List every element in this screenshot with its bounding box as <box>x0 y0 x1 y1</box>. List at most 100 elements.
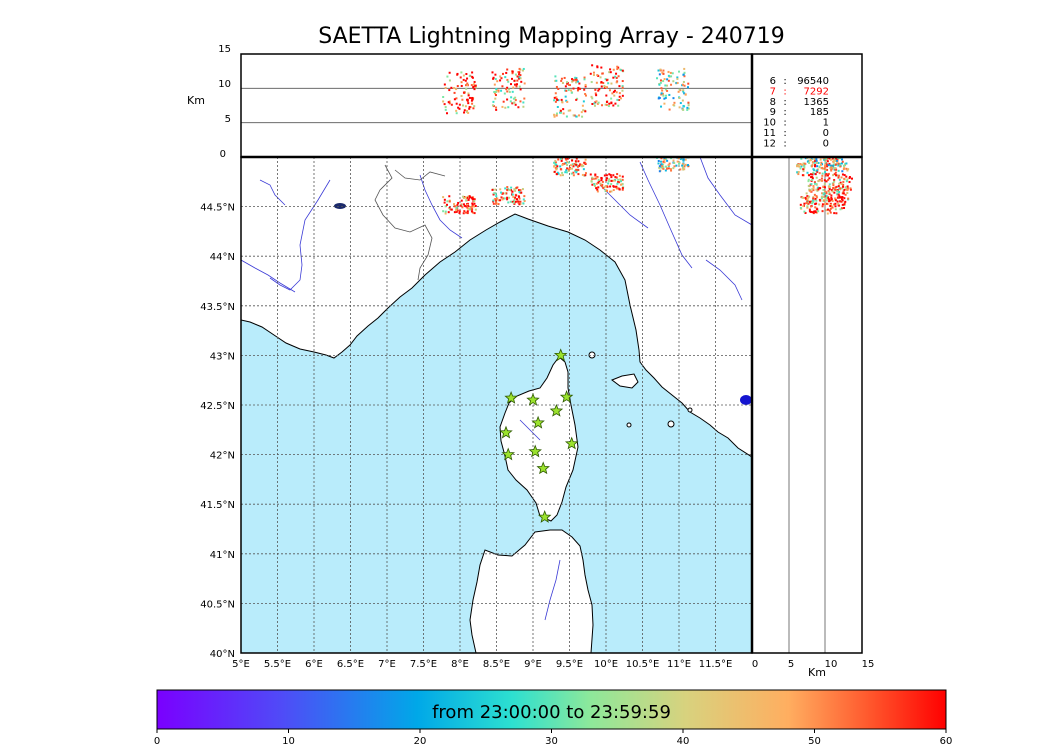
colorbar-ticks: 0 10 20 30 40 50 60 <box>154 729 952 747</box>
colorbar-tick-label: 40 <box>677 736 690 747</box>
lightning-source-altitude <box>455 102 458 105</box>
lightning-source-altitude <box>514 73 517 76</box>
lightning-source-map <box>596 190 599 193</box>
lightning-source-altitude <box>465 73 468 76</box>
lightning-source-map <box>574 160 577 163</box>
lightning-source-map <box>616 173 619 176</box>
lightning-source-map <box>515 198 518 201</box>
lightning-source-right <box>828 191 831 194</box>
lightning-source-map <box>663 158 666 161</box>
lightning-source-altitude <box>682 80 685 83</box>
lightning-source-right <box>838 196 841 199</box>
lightning-source-right <box>838 190 841 193</box>
lightning-source-altitude <box>470 99 473 102</box>
lightning-source-altitude <box>584 94 587 97</box>
lightning-source-altitude <box>518 76 521 79</box>
lightning-source-map <box>494 199 497 202</box>
lightning-source-map <box>604 190 607 193</box>
station-count-colon: : <box>783 107 786 118</box>
lightning-source-map <box>521 188 524 191</box>
station-count-stations: 7 <box>770 86 776 97</box>
lightning-source-right <box>826 165 829 168</box>
lightning-source-altitude <box>506 68 509 71</box>
lightning-source-map <box>582 164 585 167</box>
lightning-source-map <box>460 199 463 202</box>
lightning-source-altitude <box>466 100 469 103</box>
lightning-source-map <box>553 170 556 173</box>
lightning-source-altitude <box>460 81 463 84</box>
lightning-source-altitude <box>594 92 597 95</box>
lightning-source-right <box>806 198 809 201</box>
lightning-source-map <box>662 166 665 169</box>
lightning-source-right <box>828 199 831 202</box>
lat-tick-label: 42°N <box>210 451 235 462</box>
lightning-source-right <box>833 191 836 194</box>
lightning-source-altitude <box>618 85 621 88</box>
lightning-source-altitude <box>684 93 687 96</box>
lightning-source-altitude <box>456 72 459 75</box>
lightning-source-map <box>442 210 445 213</box>
lightning-source-map <box>510 186 513 189</box>
lightning-source-map <box>596 176 599 179</box>
lightning-source-map <box>444 210 447 213</box>
lightning-source-map <box>575 157 578 160</box>
lightning-source-map <box>607 180 610 183</box>
lightning-source-altitude <box>665 84 668 87</box>
lightning-source-altitude <box>601 72 604 75</box>
lightning-source-altitude <box>455 112 458 115</box>
lightning-source-altitude <box>583 88 586 91</box>
lightning-source-right <box>814 210 817 213</box>
lightning-source-map <box>512 201 515 204</box>
lightning-source-map <box>670 169 673 172</box>
lat-tick-label: 40°N <box>210 649 235 660</box>
lightning-source-map <box>564 171 567 174</box>
lightning-source-map <box>519 200 522 203</box>
lightning-source-altitude <box>504 106 507 109</box>
lightning-source-map <box>610 176 613 179</box>
lightning-source-right <box>837 169 840 172</box>
lightning-source-right <box>817 161 820 164</box>
lightning-source-right <box>831 199 834 202</box>
lightning-source-altitude <box>595 81 598 84</box>
lightning-source-map <box>497 203 500 206</box>
lightning-source-right <box>818 203 821 206</box>
lightning-source-map <box>466 196 469 199</box>
lightning-source-right <box>825 196 828 199</box>
lightning-source-map <box>584 162 587 165</box>
lightning-source-altitude <box>513 101 516 104</box>
lightning-source-altitude <box>457 106 460 109</box>
lightning-source-map <box>448 200 451 203</box>
lightning-source-map <box>597 186 600 189</box>
lightning-source-map <box>684 158 687 161</box>
lightning-source-right <box>825 202 828 205</box>
lightning-source-map <box>614 176 617 179</box>
lightning-source-map <box>657 159 660 162</box>
lightning-source-map <box>443 198 446 201</box>
lightning-source-right <box>845 167 848 170</box>
lightning-source-map <box>567 161 570 164</box>
lightning-source-altitude <box>491 71 494 74</box>
lightning-source-altitude <box>565 89 568 92</box>
lightning-source-altitude <box>566 81 569 84</box>
lightning-source-right <box>824 171 827 174</box>
lightning-source-altitude <box>621 80 624 83</box>
lightning-source-altitude <box>667 79 670 82</box>
lightning-source-right <box>824 186 827 189</box>
lightning-source-altitude <box>683 75 686 78</box>
lightning-source-altitude <box>678 106 681 109</box>
lightning-source-map <box>448 206 451 209</box>
lightning-source-altitude <box>556 98 559 101</box>
lightning-source-altitude <box>604 78 607 81</box>
lightning-source-altitude <box>673 101 676 104</box>
lightning-source-map <box>663 161 666 164</box>
station-star-icon <box>526 392 540 406</box>
lightning-source-right <box>819 187 822 190</box>
lightning-source-altitude <box>474 84 477 87</box>
lightning-source-map <box>514 196 517 199</box>
lightning-source-altitude <box>560 98 563 101</box>
lightning-source-altitude <box>565 99 568 102</box>
lightning-source-altitude <box>589 72 592 75</box>
sardinia-island <box>469 529 594 653</box>
lightning-source-right <box>814 206 817 209</box>
